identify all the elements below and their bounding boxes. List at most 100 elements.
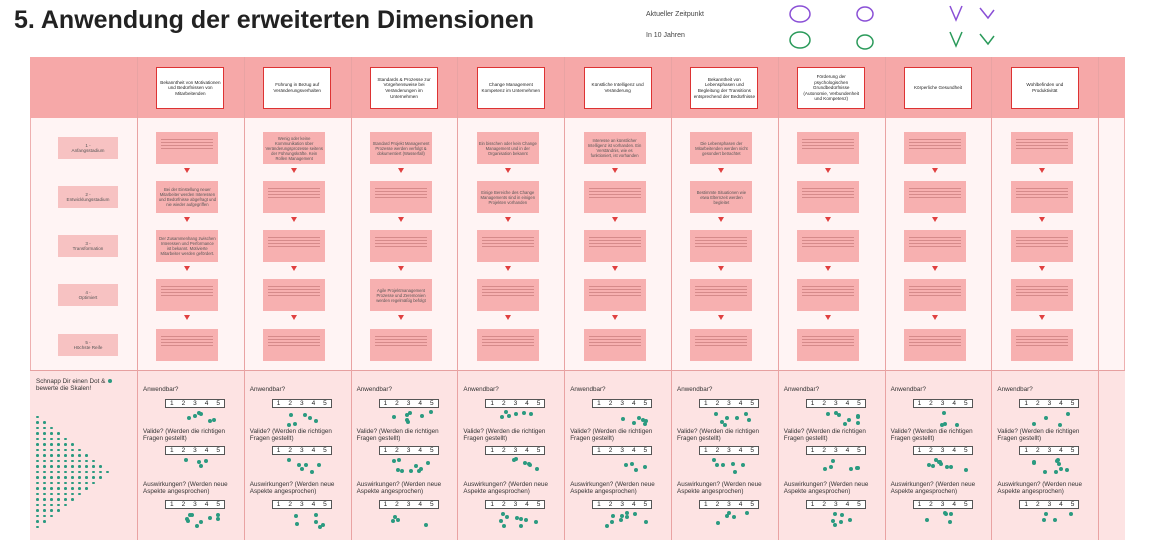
dot-pool bbox=[36, 514, 39, 517]
placeholder-line bbox=[588, 292, 641, 293]
placeholder-line bbox=[695, 289, 748, 290]
scale-number: 3 bbox=[1047, 400, 1052, 407]
scale-number: 5 bbox=[643, 447, 648, 454]
flow-arrow bbox=[1038, 266, 1045, 271]
dot-pool bbox=[57, 487, 60, 490]
placeholder-line bbox=[588, 240, 641, 241]
placeholder-line bbox=[802, 339, 855, 340]
vote-dot bbox=[1031, 421, 1036, 426]
dot-pool bbox=[50, 492, 53, 495]
flow-arrow bbox=[932, 168, 938, 173]
dot-pool bbox=[57, 481, 60, 484]
scale-number: 2 bbox=[715, 501, 720, 508]
row-number: 5 - bbox=[85, 340, 91, 345]
placeholder-line bbox=[481, 345, 534, 346]
vote-dot bbox=[831, 518, 836, 523]
vote-dot bbox=[625, 515, 630, 520]
vote-dot bbox=[715, 462, 720, 467]
placeholder-line bbox=[375, 237, 427, 238]
dot-pool bbox=[43, 509, 46, 512]
dot-pool bbox=[64, 492, 67, 495]
question: Anwendbar? bbox=[143, 386, 179, 393]
scale-number: 5 bbox=[536, 447, 541, 454]
cell-card: Einige Bereiche des Change Managements s… bbox=[476, 181, 539, 213]
rating-band bbox=[30, 370, 1125, 540]
placeholder-line bbox=[268, 237, 321, 238]
placeholder-line bbox=[268, 336, 321, 337]
dot-pool bbox=[71, 465, 74, 468]
scale-number: 5 bbox=[216, 447, 220, 454]
vote-dot bbox=[1031, 460, 1036, 465]
vote-dot bbox=[518, 516, 523, 521]
scale-number: 2 bbox=[288, 447, 292, 454]
vote-dot bbox=[294, 521, 299, 526]
placeholder-line bbox=[695, 295, 748, 296]
placeholder-line bbox=[695, 243, 748, 244]
scale-number: 5 bbox=[963, 400, 968, 407]
vote-dot bbox=[190, 513, 195, 518]
placeholder-line bbox=[1015, 339, 1068, 340]
flow-arrow bbox=[504, 168, 511, 173]
placeholder-line bbox=[268, 197, 321, 198]
column-divider bbox=[137, 57, 138, 540]
vote-dot bbox=[533, 520, 538, 525]
dot-pool bbox=[57, 465, 60, 468]
placeholder-line bbox=[481, 289, 534, 290]
row-name: Entwicklungsstadium bbox=[66, 197, 110, 202]
placeholder-line bbox=[161, 142, 214, 143]
dot-pool bbox=[64, 476, 67, 479]
vote-dot bbox=[924, 517, 929, 522]
vote-dot bbox=[1043, 470, 1048, 475]
placeholder-line bbox=[909, 345, 961, 346]
scale-number: 4 bbox=[952, 501, 956, 508]
legend-label: Aktueller Zeitpunkt bbox=[646, 11, 704, 18]
scale-number: 3 bbox=[193, 400, 197, 407]
vote-dot bbox=[744, 412, 749, 417]
vote-dot bbox=[1056, 462, 1061, 467]
dot-pool bbox=[43, 476, 46, 479]
dot-pool bbox=[43, 426, 46, 429]
scale-number: 4 bbox=[845, 447, 850, 454]
placeholder-line bbox=[481, 240, 534, 241]
placeholder-line bbox=[588, 197, 641, 198]
cell-card bbox=[583, 329, 646, 361]
scale-number: 5 bbox=[216, 501, 220, 508]
scale-number: 5 bbox=[429, 501, 434, 508]
placeholder-line bbox=[909, 246, 961, 247]
cell-card bbox=[690, 230, 753, 262]
cell-card: Interesse an künstlicher Intelligenz ist… bbox=[583, 132, 646, 164]
cell-card bbox=[156, 279, 219, 311]
vote-dot bbox=[199, 520, 203, 525]
vote-dot bbox=[397, 457, 402, 462]
placeholder-line bbox=[481, 246, 534, 247]
placeholder-line bbox=[161, 336, 214, 337]
scale-number: 1 bbox=[1024, 400, 1028, 407]
question: Valide? (Werden die richtigen Fragen ges… bbox=[890, 428, 973, 442]
dot-pool bbox=[43, 443, 46, 446]
vote-dot bbox=[526, 461, 531, 466]
question: Valide? (Werden die richtigen Fragen ges… bbox=[463, 428, 546, 442]
dot-pool bbox=[71, 498, 74, 501]
scale-number: 2 bbox=[501, 447, 506, 454]
vote-dot bbox=[522, 411, 527, 416]
row-label: 4 - Optimiert bbox=[58, 284, 118, 306]
dot-pool bbox=[71, 481, 74, 484]
placeholder-line bbox=[1015, 243, 1068, 244]
scale-number: 2 bbox=[929, 400, 933, 407]
cell-card bbox=[1010, 230, 1073, 262]
dot-pool bbox=[71, 476, 74, 479]
vote-dot bbox=[196, 460, 201, 465]
placeholder-line bbox=[909, 194, 961, 195]
vote-dot bbox=[500, 511, 505, 516]
dot-pool bbox=[36, 470, 39, 473]
scale-number: 5 bbox=[323, 501, 327, 508]
placeholder-line bbox=[481, 295, 534, 296]
vote-dot bbox=[216, 517, 221, 522]
dot-pool bbox=[43, 437, 46, 440]
vote-dot bbox=[303, 463, 308, 468]
vote-dot bbox=[847, 518, 852, 523]
